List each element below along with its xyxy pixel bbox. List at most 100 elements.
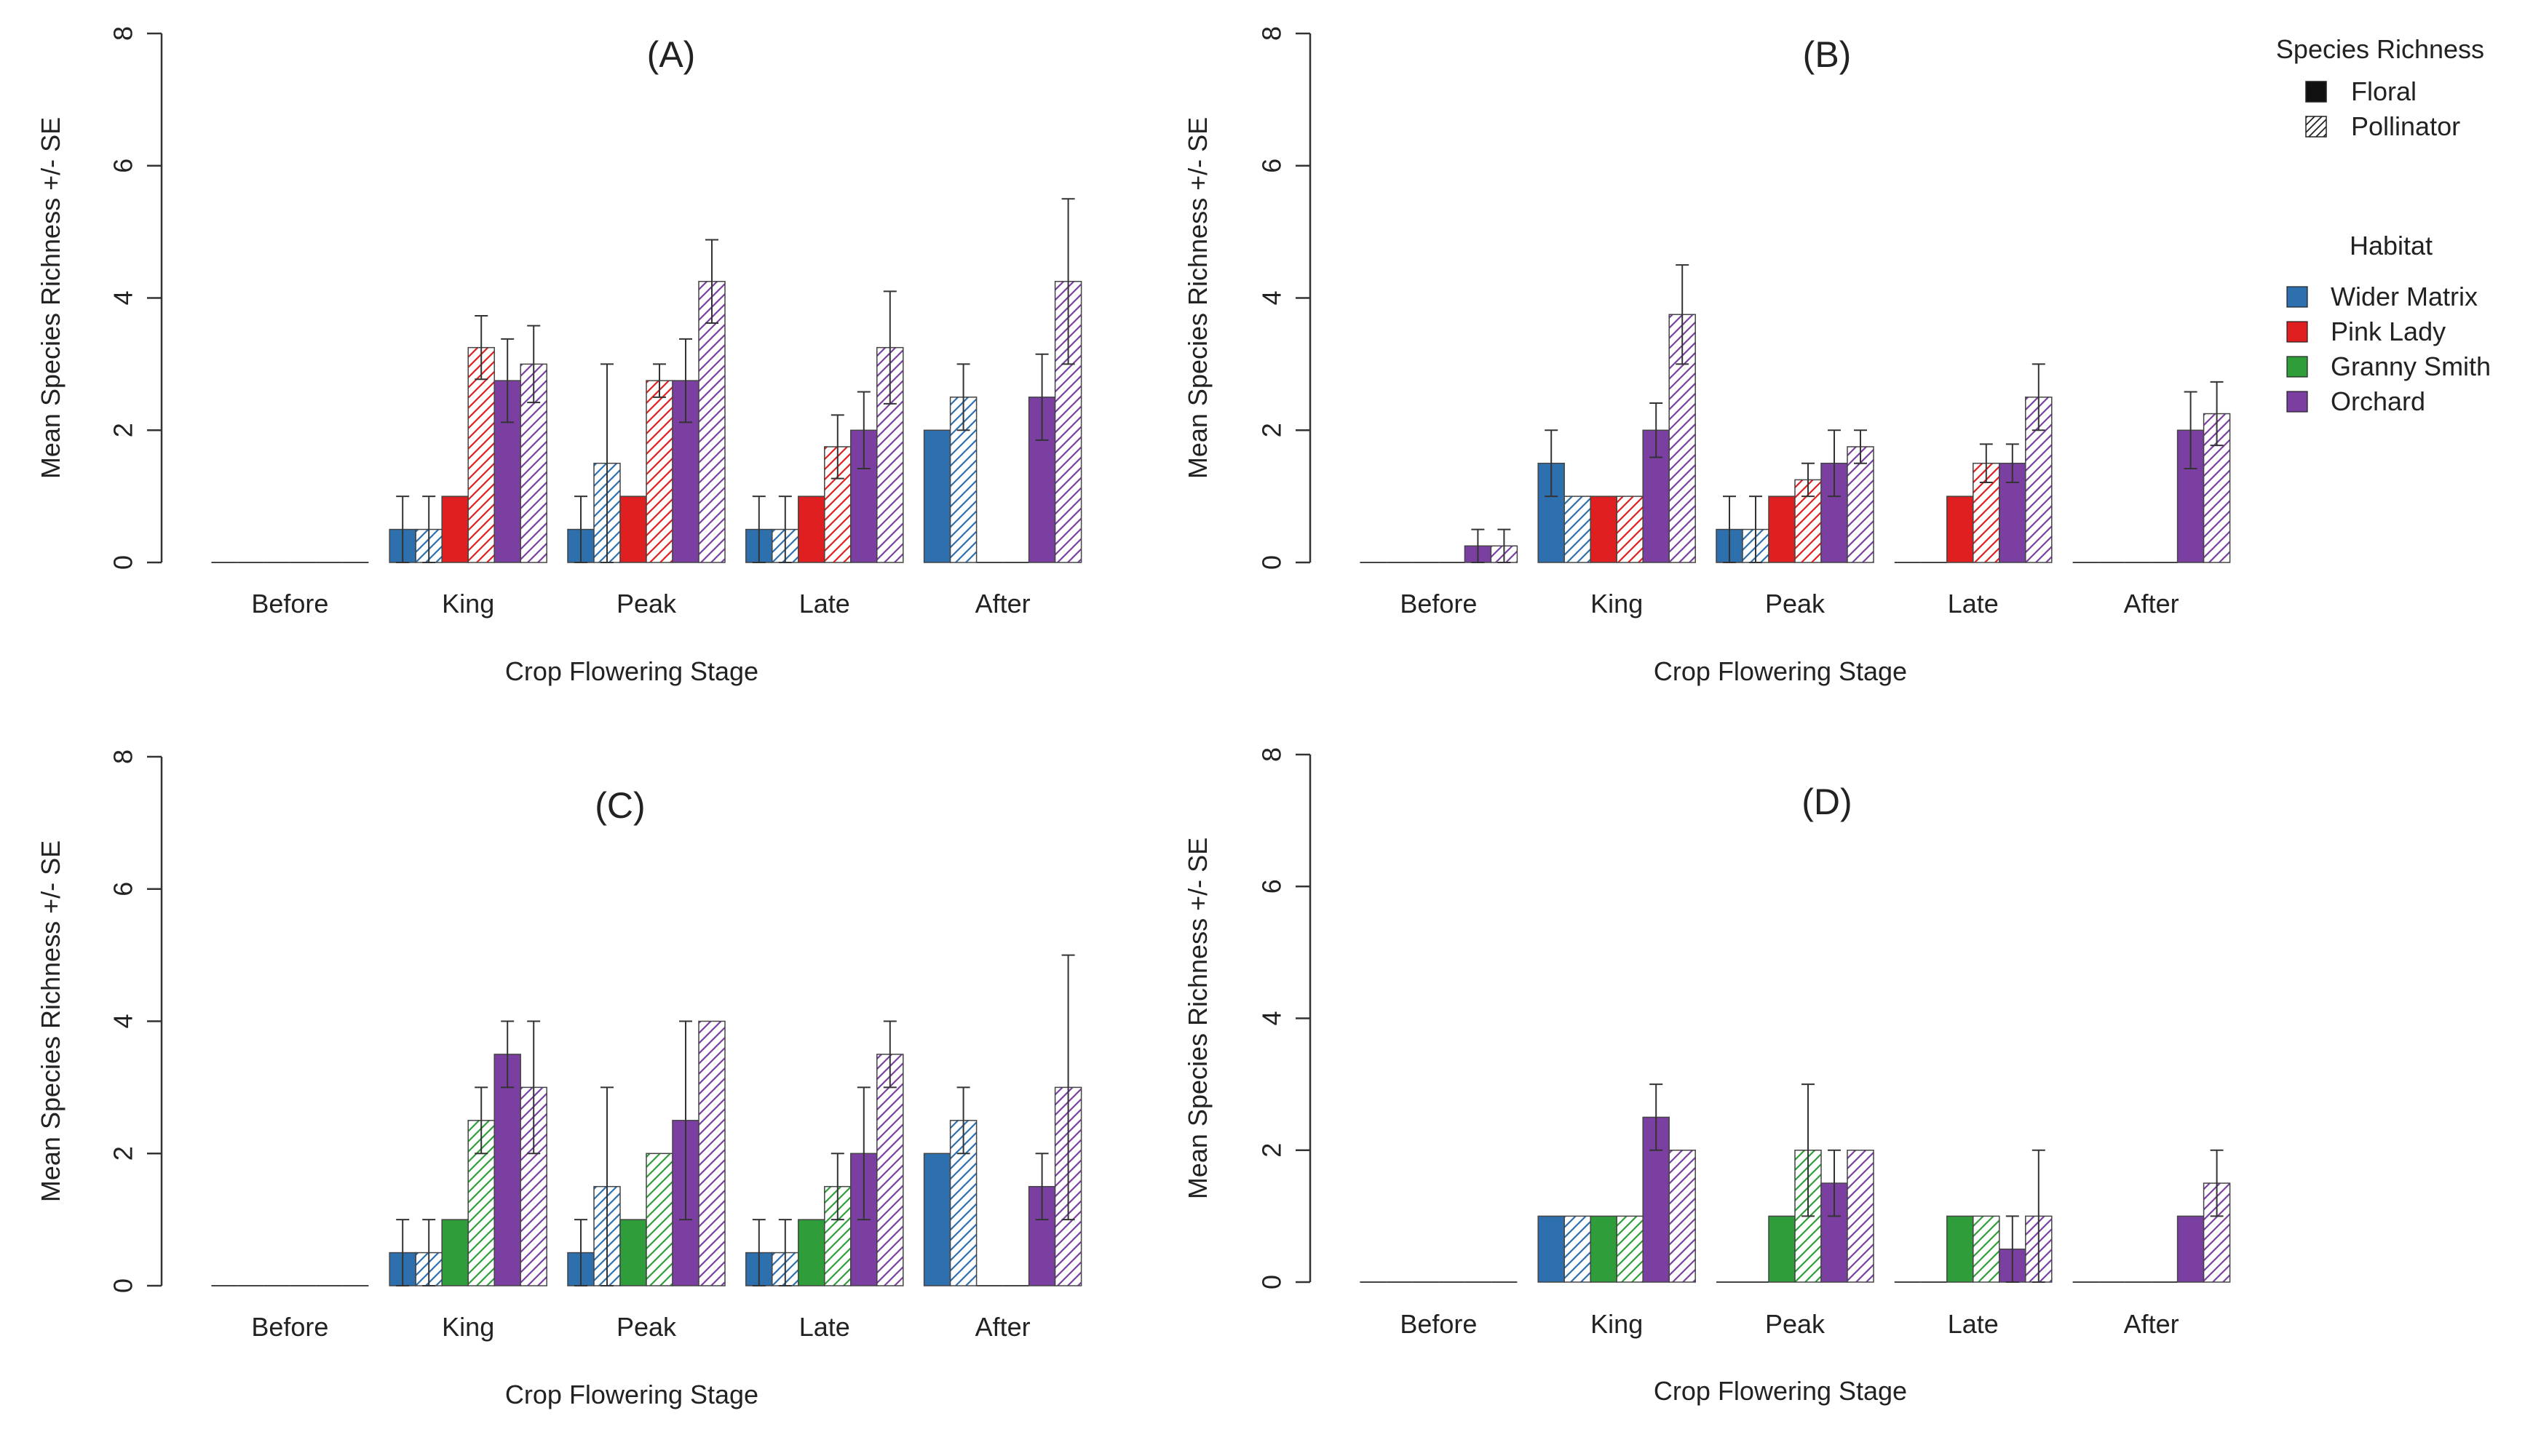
- y-tick-label: 2: [1257, 1143, 1287, 1158]
- y-tick-label: 0: [1257, 1275, 1287, 1289]
- x-axis-title: Crop Flowering Stage: [505, 656, 758, 686]
- bar-granny-smith-pollinator: [646, 1153, 673, 1286]
- legend-habitat-title: Habitat: [2350, 231, 2433, 260]
- y-tick-label: 6: [1257, 159, 1287, 173]
- x-category-label: Before: [1400, 1309, 1477, 1339]
- legend-swatch-wider-matrix: [2286, 286, 2308, 308]
- bar-granny-smith-floral: [441, 1219, 469, 1286]
- x-axis-title: Crop Flowering Stage: [1654, 656, 1907, 686]
- y-axis-title: Mean Species Richness +/- SE: [1183, 117, 1213, 479]
- x-axis-title: Crop Flowering Stage: [1654, 1376, 1907, 1406]
- y-tick-label: 0: [1257, 555, 1287, 570]
- legend-swatch-granny-smith: [2286, 356, 2308, 378]
- legend-label-pink-lady: Pink Lady: [2331, 317, 2446, 346]
- bar-wider-matrix-pollinator: [1563, 1215, 1591, 1283]
- bar-pink-lady-pollinator: [646, 380, 673, 563]
- panel-c: 0 2 4 6 8 Mean Species Richness +/- SE (C) Befo…: [36, 749, 1082, 1409]
- legend-label-pollinator: Pollinator: [2351, 111, 2460, 141]
- bar-pink-lady-floral: [1590, 496, 1617, 563]
- bar-granny-smith-pollinator: [1616, 1215, 1644, 1283]
- legend: Species Richness Floral Pollinator Habitat W…: [2276, 34, 2491, 416]
- y-tick-label: 2: [108, 423, 138, 437]
- bar-orchard-pollinator: [698, 281, 726, 563]
- y-tick-label: 2: [108, 1146, 138, 1161]
- x-category-label: King: [1590, 1309, 1643, 1339]
- x-category-label: Late: [799, 589, 850, 618]
- y-tick-label: 8: [108, 749, 138, 764]
- bar-granny-smith-floral: [1590, 1215, 1617, 1283]
- bar-orchard-floral: [2176, 1215, 2205, 1283]
- y-axis-title: Mean Species Richness +/- SE: [36, 117, 66, 479]
- y-tick-label: 4: [1257, 290, 1287, 305]
- y-tick-label: 8: [108, 26, 138, 41]
- bar-granny-smith-pollinator: [1973, 1215, 2000, 1283]
- legend-label-granny-smith: Granny Smith: [2331, 351, 2491, 381]
- x-category-label: After: [2124, 1309, 2179, 1339]
- x-axis-title: Crop Flowering Stage: [505, 1380, 758, 1409]
- y-tick-label: 6: [108, 159, 138, 173]
- panel-d: 0 2 4 6 8 Mean Species Richness +/- SE (D) Befo…: [1183, 747, 2231, 1406]
- panels-layer: 0 2 4 6 8 Mean Species Richness +/- SE (A) Befo…: [36, 26, 2231, 1409]
- bar-orchard-pollinator: [1668, 1150, 1696, 1283]
- bar-pink-lady-floral: [1946, 496, 1974, 563]
- bar-granny-smith-floral: [619, 1219, 647, 1286]
- x-category-label: King: [442, 589, 494, 618]
- y-axis-title: Mean Species Richness +/- SE: [1183, 838, 1213, 1199]
- legend-label-orchard: Orchard: [2331, 386, 2425, 416]
- legend-swatch-pink-lady: [2286, 321, 2308, 343]
- bar-granny-smith-floral: [798, 1219, 825, 1286]
- y-tick-label: 4: [108, 1014, 138, 1028]
- bar-granny-smith-floral: [1768, 1215, 1796, 1283]
- x-category-label: After: [2124, 589, 2179, 618]
- bar-wider-matrix-floral: [923, 429, 951, 563]
- y-tick-label: 4: [108, 290, 138, 305]
- x-category-label: Peak: [1765, 1309, 1826, 1339]
- bar-pink-lady-pollinator: [1616, 496, 1644, 563]
- x-category-label: King: [1590, 589, 1643, 618]
- bar-orchard-floral: [493, 1054, 521, 1286]
- y-tick-label: 0: [108, 555, 138, 570]
- x-category-label: After: [975, 589, 1031, 618]
- y-tick-label: 6: [108, 882, 138, 896]
- legend-swatch-floral: [2305, 81, 2327, 103]
- x-category-label: Late: [1948, 589, 1999, 618]
- bar-granny-smith-floral: [1946, 1215, 1974, 1283]
- bar-pink-lady-floral: [619, 496, 647, 563]
- legend-richness-title: Species Richness: [2276, 34, 2484, 64]
- y-tick-label: 8: [1257, 747, 1287, 762]
- bar-wider-matrix-floral: [1537, 1215, 1565, 1283]
- x-category-label: Before: [251, 589, 328, 618]
- panel-title: (B): [1803, 34, 1852, 75]
- y-axis-title: Mean Species Richness +/- SE: [36, 840, 66, 1202]
- x-category-label: Before: [1400, 589, 1477, 618]
- x-category-label: After: [975, 1312, 1031, 1342]
- x-category-label: King: [442, 1312, 494, 1342]
- bar-orchard-pollinator: [876, 1054, 904, 1286]
- bar-pink-lady-floral: [798, 496, 825, 563]
- panel-b: 0 2 4 6 8 Mean Species Richness +/- SE (B) Befo…: [1183, 26, 2231, 686]
- bar-wider-matrix-floral: [923, 1153, 951, 1286]
- bar-pink-lady-floral: [1768, 496, 1796, 563]
- legend-label-floral: Floral: [2351, 76, 2417, 106]
- y-tick-label: 2: [1257, 423, 1287, 437]
- x-category-label: Before: [251, 1312, 328, 1342]
- bar-orchard-pollinator: [1847, 446, 1874, 563]
- y-tick-label: 4: [1257, 1011, 1287, 1025]
- y-tick-label: 6: [1257, 879, 1287, 894]
- x-category-label: Peak: [617, 1312, 677, 1342]
- legend-swatch-pollinator: [2305, 116, 2327, 138]
- bar-orchard-pollinator: [698, 1020, 726, 1286]
- x-category-label: Late: [1948, 1309, 1999, 1339]
- x-category-label: Peak: [617, 589, 677, 618]
- y-tick-label: 0: [108, 1278, 138, 1293]
- panel-title: (C): [595, 785, 645, 826]
- y-tick-label: 8: [1257, 26, 1287, 41]
- bar-wider-matrix-pollinator: [1563, 496, 1591, 563]
- panel-a: 0 2 4 6 8 Mean Species Richness +/- SE (A) Befo…: [36, 26, 1082, 686]
- panel-title: (D): [1801, 781, 1852, 822]
- x-category-label: Peak: [1765, 589, 1826, 618]
- legend-label-wider-matrix: Wider Matrix: [2331, 282, 2478, 311]
- x-category-label: Late: [799, 1312, 850, 1342]
- bar-orchard-pollinator: [1847, 1150, 1874, 1283]
